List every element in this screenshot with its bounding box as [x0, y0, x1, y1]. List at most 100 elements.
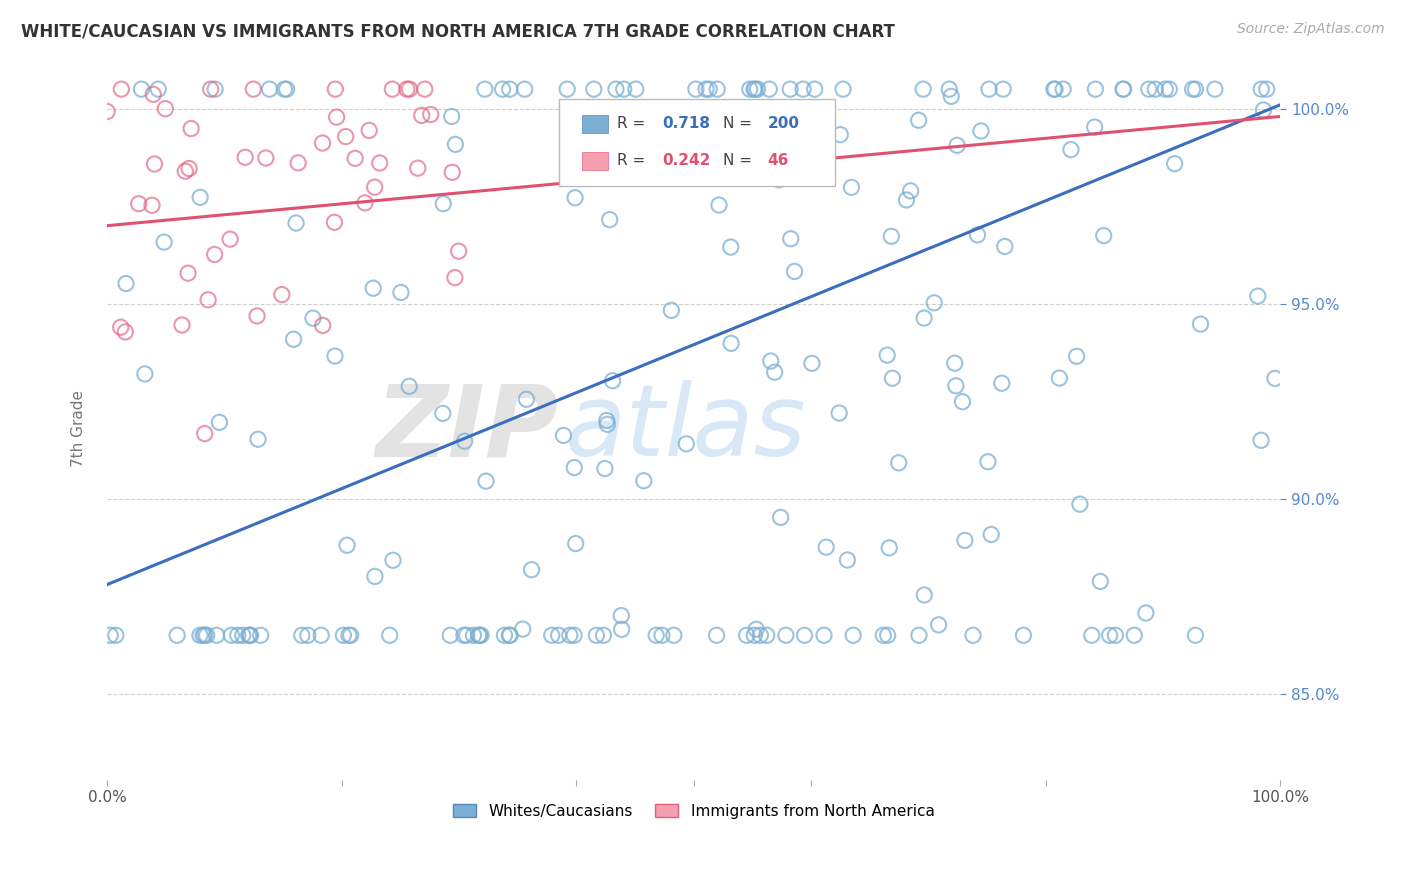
Text: 0.718: 0.718 — [662, 117, 710, 131]
Point — [742, 628, 765, 642]
Point — [1264, 371, 1286, 385]
Point — [842, 628, 865, 642]
Point — [938, 82, 960, 96]
Point — [200, 82, 222, 96]
Point — [744, 82, 766, 96]
Point — [697, 82, 720, 96]
Point — [208, 416, 231, 430]
Point — [783, 264, 806, 278]
Point — [645, 628, 668, 642]
Point — [706, 82, 728, 96]
Point — [141, 198, 163, 212]
Point — [755, 628, 778, 642]
Point — [98, 628, 121, 642]
Point — [1069, 497, 1091, 511]
Point — [1135, 606, 1157, 620]
Point — [1084, 82, 1107, 96]
Point — [453, 628, 475, 642]
Point — [474, 82, 496, 96]
Point — [335, 129, 357, 144]
Point — [994, 239, 1017, 253]
Point — [1081, 628, 1104, 642]
Point — [558, 628, 581, 642]
Point — [395, 82, 418, 96]
Point — [411, 108, 433, 122]
Point — [180, 121, 202, 136]
Point — [912, 588, 935, 602]
Text: 0.242: 0.242 — [662, 153, 710, 169]
Point — [148, 82, 170, 96]
Point — [204, 247, 226, 261]
Point — [323, 215, 346, 229]
Point — [970, 124, 993, 138]
Point — [273, 82, 295, 96]
Point — [564, 191, 586, 205]
Point — [406, 161, 429, 175]
Point — [1137, 82, 1160, 96]
Point — [344, 151, 367, 165]
Point — [432, 196, 454, 211]
Point — [494, 628, 516, 642]
Point — [1144, 82, 1167, 96]
Point — [287, 156, 309, 170]
Point — [499, 628, 522, 642]
Point — [877, 541, 900, 555]
Point — [685, 82, 707, 96]
Point — [413, 82, 436, 96]
Point — [1256, 82, 1278, 96]
Point — [943, 356, 966, 370]
Point — [887, 456, 910, 470]
Point — [188, 190, 211, 204]
Point — [354, 195, 377, 210]
Point — [553, 428, 575, 442]
Point — [815, 540, 838, 554]
Point — [1184, 82, 1206, 96]
Point — [131, 82, 153, 96]
Point — [593, 461, 616, 475]
Point — [596, 417, 619, 432]
Text: 200: 200 — [768, 117, 800, 131]
Point — [456, 628, 478, 642]
Point — [876, 348, 898, 362]
Point — [363, 180, 385, 194]
Point — [1060, 143, 1083, 157]
Point — [1012, 628, 1035, 642]
Point — [1250, 82, 1272, 96]
Point — [323, 349, 346, 363]
Point — [779, 82, 801, 96]
Point — [339, 628, 361, 642]
Text: R =: R = — [617, 153, 651, 169]
Point — [832, 82, 855, 96]
Point — [142, 87, 165, 102]
Point — [564, 536, 586, 550]
Point — [239, 628, 262, 642]
Point — [254, 151, 277, 165]
Point — [440, 110, 463, 124]
Point — [1047, 371, 1070, 385]
Point — [491, 82, 513, 96]
Point — [520, 563, 543, 577]
Point — [381, 553, 404, 567]
Point — [249, 628, 271, 642]
Point — [312, 318, 335, 333]
Text: N =: N = — [723, 153, 756, 169]
Point — [651, 628, 673, 642]
Point — [735, 628, 758, 642]
Point — [1204, 82, 1226, 96]
Point — [585, 628, 607, 642]
Point — [912, 311, 935, 326]
Point — [297, 628, 319, 642]
Point — [872, 628, 894, 642]
Point — [197, 293, 219, 307]
Point — [221, 628, 243, 642]
Point — [720, 240, 742, 254]
Point — [900, 184, 922, 198]
Point — [361, 281, 384, 295]
Point — [444, 270, 467, 285]
Point — [562, 460, 585, 475]
Point — [204, 82, 226, 96]
Point — [513, 82, 536, 96]
Point — [977, 455, 1000, 469]
Point — [738, 82, 761, 96]
Point — [941, 89, 963, 103]
